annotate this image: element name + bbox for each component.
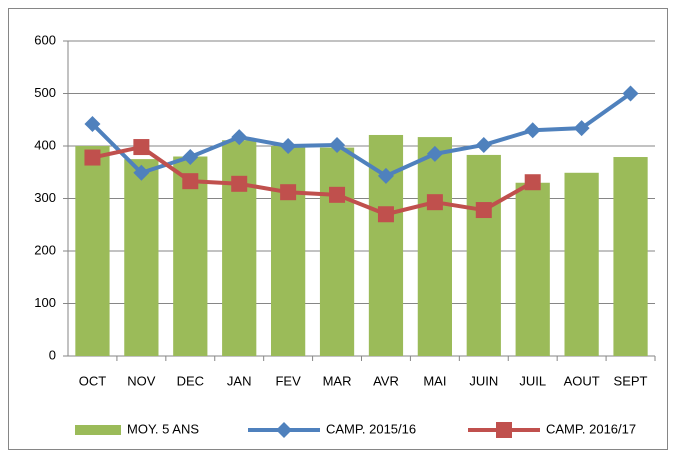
y-tick-label: 100	[34, 295, 56, 310]
legend-label: CAMP. 2016/17	[546, 421, 636, 436]
line-marker	[496, 422, 512, 438]
bar	[173, 156, 208, 356]
y-tick-label: 400	[34, 137, 56, 152]
line-marker	[231, 175, 248, 192]
x-tick-label: DEC	[177, 373, 204, 388]
line-marker	[573, 120, 590, 137]
bar	[466, 154, 501, 356]
line	[92, 145, 534, 217]
line-marker	[133, 164, 150, 181]
x-tick-label: AVR	[373, 373, 399, 388]
line-marker	[426, 194, 443, 211]
line-marker	[329, 136, 346, 153]
line-marker	[329, 186, 346, 203]
bar	[222, 140, 257, 356]
bar	[613, 157, 648, 356]
bar	[564, 172, 599, 356]
line-marker	[426, 145, 443, 162]
line-marker	[280, 184, 297, 201]
x-tick-label: NOV	[127, 373, 156, 388]
x-tick-label: OCT	[79, 373, 107, 388]
line-marker	[377, 167, 394, 184]
legend-label: CAMP. 2015/16	[326, 421, 416, 436]
x-tick-label: JAN	[227, 373, 252, 388]
line-marker	[84, 149, 101, 166]
y-tick-label: 0	[49, 347, 56, 362]
y-tick-label: 200	[34, 242, 56, 257]
line-marker	[524, 122, 541, 139]
line-marker	[475, 136, 492, 153]
bar	[75, 146, 110, 356]
x-tick-label: FEV	[275, 373, 301, 388]
bar	[319, 147, 355, 356]
legend-label: MOY. 5 ANS	[127, 421, 199, 436]
line-marker	[524, 174, 541, 191]
line-marker	[182, 149, 199, 166]
bar	[515, 182, 550, 356]
line-marker	[133, 139, 150, 156]
x-tick-label: SEPT	[614, 373, 648, 388]
line-marker	[231, 129, 248, 146]
bar	[271, 146, 306, 356]
line-marker	[475, 202, 492, 219]
x-tick-label: JUIN	[469, 373, 498, 388]
bar	[417, 137, 452, 356]
x-tick-label: JUIL	[519, 373, 546, 388]
bar	[124, 159, 159, 356]
line-marker	[182, 173, 199, 190]
legend-swatch	[75, 425, 121, 435]
line-marker	[280, 138, 297, 154]
line	[91, 91, 632, 178]
x-tick-label: AOUT	[564, 373, 600, 388]
line-marker	[622, 85, 639, 102]
line-marker	[84, 115, 101, 132]
y-tick-label: 500	[34, 85, 56, 100]
line-marker	[276, 422, 292, 438]
y-tick-label: 600	[34, 32, 56, 47]
y-tick-label: 300	[34, 190, 56, 205]
line-marker	[377, 206, 394, 223]
x-tick-label: MAI	[423, 373, 446, 388]
x-tick-label: MAR	[323, 373, 352, 388]
